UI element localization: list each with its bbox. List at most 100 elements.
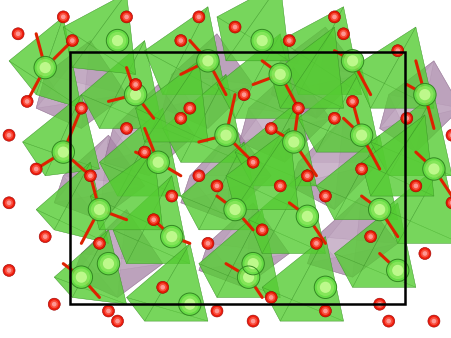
Polygon shape xyxy=(81,95,162,128)
Point xyxy=(276,72,283,77)
Point xyxy=(69,38,76,43)
Point xyxy=(132,82,139,87)
Polygon shape xyxy=(280,7,361,95)
Polygon shape xyxy=(198,203,253,270)
Polygon shape xyxy=(149,84,194,176)
Point xyxy=(276,72,283,77)
Point xyxy=(402,116,410,121)
Polygon shape xyxy=(126,243,189,321)
Polygon shape xyxy=(248,220,325,254)
Point xyxy=(14,31,22,37)
Point xyxy=(23,99,31,104)
Polygon shape xyxy=(307,237,352,277)
Point xyxy=(258,227,265,233)
Point xyxy=(420,251,428,256)
Polygon shape xyxy=(113,176,189,264)
Point xyxy=(249,261,256,266)
Point xyxy=(249,261,256,266)
Polygon shape xyxy=(162,74,207,128)
Point xyxy=(290,139,297,145)
Point xyxy=(330,14,337,20)
Polygon shape xyxy=(216,17,289,61)
Point xyxy=(5,200,13,206)
Point xyxy=(249,160,256,165)
Polygon shape xyxy=(216,0,289,61)
Point xyxy=(330,116,337,121)
Polygon shape xyxy=(99,162,180,196)
Point xyxy=(267,295,274,300)
Point xyxy=(96,241,103,246)
Polygon shape xyxy=(9,17,63,95)
Point xyxy=(276,183,283,189)
Point xyxy=(78,105,85,111)
Polygon shape xyxy=(361,162,433,196)
Polygon shape xyxy=(289,118,343,186)
Polygon shape xyxy=(90,149,153,230)
Polygon shape xyxy=(63,0,126,68)
Point xyxy=(303,173,310,178)
Polygon shape xyxy=(216,34,280,118)
Point xyxy=(357,132,364,138)
Point xyxy=(447,200,451,206)
Point xyxy=(78,274,85,280)
Bar xyxy=(70,52,404,304)
Polygon shape xyxy=(117,108,180,196)
Polygon shape xyxy=(104,84,194,176)
Point xyxy=(276,183,283,189)
Point xyxy=(195,14,202,20)
Polygon shape xyxy=(383,210,451,243)
Polygon shape xyxy=(226,176,298,210)
Point xyxy=(429,166,437,172)
Point xyxy=(132,82,139,87)
Point xyxy=(420,251,428,256)
Polygon shape xyxy=(198,142,262,230)
Point xyxy=(213,183,220,189)
Point xyxy=(375,207,382,212)
Point xyxy=(14,31,22,37)
Point xyxy=(177,38,184,43)
Polygon shape xyxy=(54,230,126,304)
Point xyxy=(339,31,346,37)
Point xyxy=(402,116,410,121)
Point xyxy=(303,173,310,178)
Point xyxy=(258,227,265,233)
Polygon shape xyxy=(135,61,207,142)
Point xyxy=(231,24,238,30)
Polygon shape xyxy=(162,34,253,128)
Polygon shape xyxy=(298,68,379,152)
Point xyxy=(87,173,94,178)
Point xyxy=(195,14,202,20)
Point xyxy=(150,217,157,222)
Point xyxy=(123,14,130,20)
Point xyxy=(321,285,328,290)
Point xyxy=(420,251,428,256)
Polygon shape xyxy=(45,95,99,176)
Polygon shape xyxy=(63,0,135,74)
Point xyxy=(177,38,184,43)
Polygon shape xyxy=(104,84,158,162)
Point xyxy=(321,285,328,290)
Point xyxy=(195,173,202,178)
Point xyxy=(393,48,400,53)
Point xyxy=(357,166,364,172)
Point xyxy=(132,92,139,97)
Point xyxy=(384,318,391,324)
Point xyxy=(420,92,428,97)
Polygon shape xyxy=(379,108,451,152)
Point xyxy=(447,132,451,138)
Polygon shape xyxy=(298,7,361,95)
Point xyxy=(123,14,130,20)
Point xyxy=(168,234,175,239)
Polygon shape xyxy=(271,27,343,108)
Polygon shape xyxy=(235,152,316,186)
Polygon shape xyxy=(144,7,226,95)
Polygon shape xyxy=(216,0,280,61)
Point xyxy=(96,207,103,212)
Point xyxy=(276,72,283,77)
Polygon shape xyxy=(352,203,415,287)
Point xyxy=(276,183,283,189)
Polygon shape xyxy=(90,149,162,230)
Point xyxy=(204,58,211,64)
Point xyxy=(132,82,139,87)
Point xyxy=(312,241,319,246)
